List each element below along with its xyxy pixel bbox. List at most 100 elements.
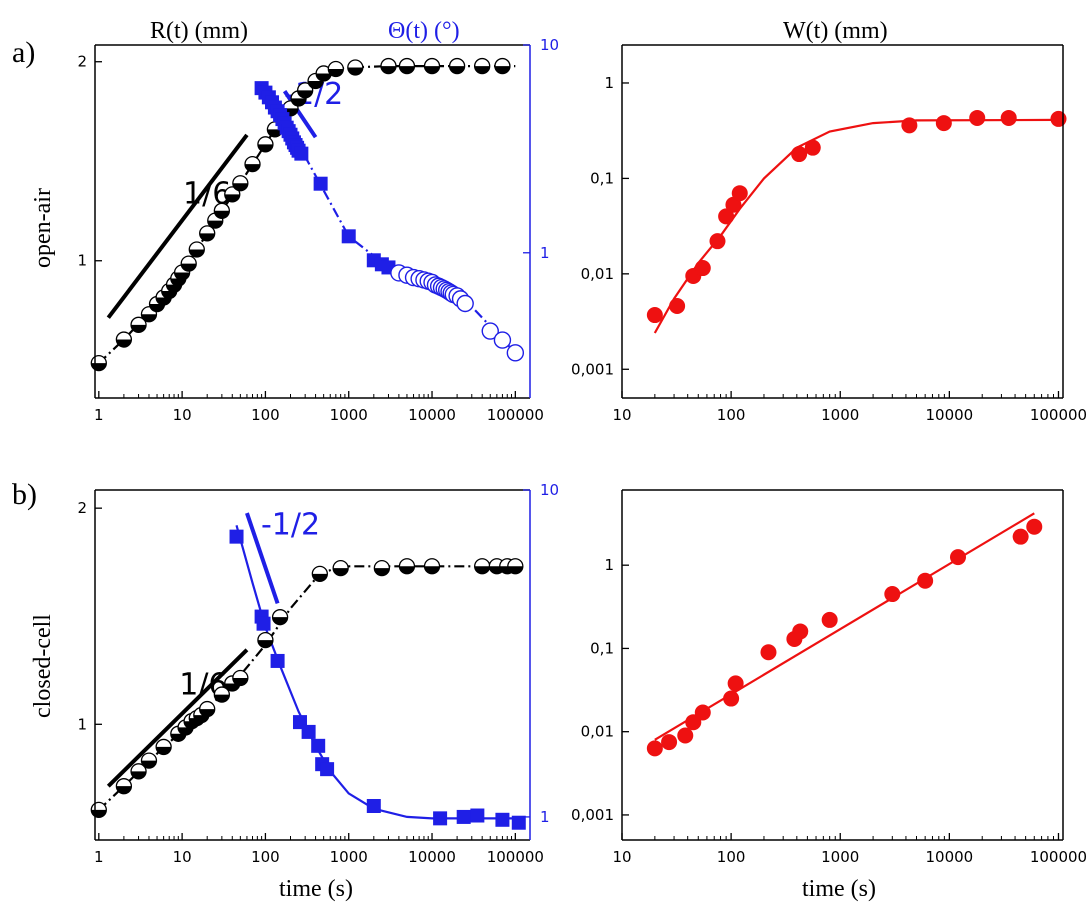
fit-line <box>653 118 1059 334</box>
x-tick-label: 1 <box>94 848 104 866</box>
R-data-point <box>115 778 133 795</box>
panel-a-label: a) <box>12 36 35 69</box>
R-data-point <box>380 57 397 75</box>
x-tick-label: 10 <box>612 406 631 424</box>
R-data-point <box>398 558 416 575</box>
W-data-point <box>935 115 952 132</box>
R-data-point <box>257 136 274 153</box>
R-marker-fill <box>116 339 132 348</box>
R-data-point <box>199 225 216 242</box>
x-tick-label: 1 <box>94 406 104 424</box>
x-tick-label: 10000 <box>408 406 456 424</box>
R-marker-fill <box>312 573 328 582</box>
R-data-point <box>448 57 466 75</box>
R-data-point <box>494 57 511 75</box>
R-data-point <box>315 65 332 82</box>
x-tick-label: 100000 <box>487 406 544 424</box>
y2-tick-label: 10 <box>540 36 559 54</box>
R-marker-fill <box>399 66 415 74</box>
R-marker-fill <box>178 727 194 735</box>
R-marker-fill <box>494 66 510 74</box>
R-marker-fill <box>199 233 215 241</box>
R-marker-fill <box>141 314 157 322</box>
Theta-data-point <box>341 229 356 244</box>
R-marker-fill <box>257 640 273 648</box>
W-data-point <box>821 611 838 628</box>
Theta-data-point <box>311 738 326 753</box>
R-data-point <box>90 355 107 372</box>
W-data-point <box>950 549 967 566</box>
R-data-point <box>474 558 491 575</box>
slope-guide-line <box>106 648 249 788</box>
R-data-point <box>188 241 205 258</box>
R-marker-fill <box>141 760 157 769</box>
slope-guide-line <box>245 512 280 605</box>
R-data-point <box>271 609 289 626</box>
y2-tick-label: 1 <box>540 244 550 262</box>
W-data-point <box>884 586 901 603</box>
R-data-point <box>180 255 197 272</box>
y2-tick-label: 1 <box>540 808 550 826</box>
Theta-data-point <box>366 798 381 813</box>
Theta-data-point-open <box>506 344 525 362</box>
W-data-point <box>646 740 663 757</box>
row-a-ylabel: open-air <box>30 188 56 268</box>
x-axis-title-left: time (s) <box>279 876 353 902</box>
axes-frames: 1 10 100 1000 10000 100000 1 2 1 10 10 100 1000 10000… <box>77 36 1087 866</box>
row-b-ylabel: closed-cell <box>30 614 56 718</box>
axes-b-left: 1 10 100 1000 10000 100000 1 2 1 10 <box>77 481 559 866</box>
slope-guide-line <box>106 133 249 319</box>
W-data-point <box>723 690 740 707</box>
W-data-point <box>731 185 748 202</box>
R-marker-fill <box>449 66 465 74</box>
data-markers <box>90 57 1067 830</box>
R-marker-fill <box>131 771 147 779</box>
axes-b-right: 10 100 1000 10000 100000 0,001 0,01 0,1 1 <box>571 489 1087 866</box>
R-data-point <box>507 558 524 575</box>
Theta-data-point <box>229 529 244 544</box>
axes-a-right: 10 100 1000 10000 100000 0,001 0,01 0,1 1 <box>571 44 1087 424</box>
W-data-point <box>791 146 808 163</box>
R-data-point <box>140 752 158 769</box>
Theta-data-point <box>256 616 271 631</box>
y-tick-label: 0,1 <box>590 639 614 657</box>
x-tick-label: 100 <box>717 406 746 424</box>
y-tick-label: 1 <box>77 252 87 270</box>
x-tick-label: 100 <box>251 406 280 424</box>
y-tick-label: 0,1 <box>590 169 614 187</box>
W-data-point <box>727 675 744 692</box>
W-data-point <box>792 623 809 640</box>
Theta-data-point <box>313 176 328 191</box>
x-tick-label: 100000 <box>1030 406 1087 424</box>
R-data-point <box>474 57 491 75</box>
W-data-point <box>709 233 726 250</box>
Theta-data-point-open <box>456 294 474 313</box>
panel-b-label: b) <box>12 478 37 511</box>
x-tick-label: 10000 <box>408 848 456 866</box>
R-marker-fill <box>474 566 490 574</box>
x-tick-label: 100000 <box>1030 848 1087 866</box>
R-marker-fill <box>232 678 248 686</box>
W-axis-title: W(t) (mm) <box>783 18 888 44</box>
R-data-point <box>130 763 147 780</box>
W-data-point <box>646 307 663 324</box>
R-marker-fill <box>131 324 147 333</box>
R-data-point <box>224 186 241 203</box>
x-tick-label: 1000 <box>821 406 859 424</box>
y-tick-label: 2 <box>77 499 87 517</box>
R-data-point <box>347 59 364 76</box>
W-data-point <box>901 117 918 134</box>
fit-line <box>654 512 1035 741</box>
R-data-point <box>115 331 133 348</box>
y-tick-label: 2 <box>77 53 87 71</box>
R-data-point <box>213 686 231 703</box>
R-marker-fill <box>291 98 307 106</box>
R-marker-fill <box>380 66 396 74</box>
R-marker-fill <box>161 290 177 299</box>
y-tick-label: 0,001 <box>571 360 614 378</box>
R-data-point <box>155 738 172 756</box>
R-data-point <box>213 202 231 219</box>
y2-tick-label: 10 <box>540 481 559 499</box>
W-data-point <box>1012 528 1029 545</box>
y-tick-label: 1 <box>604 74 614 92</box>
